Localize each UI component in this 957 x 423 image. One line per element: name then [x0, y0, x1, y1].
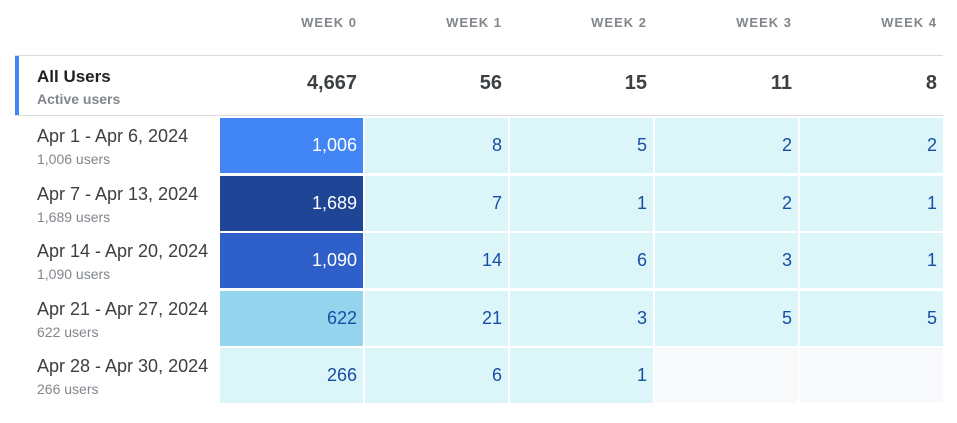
cohort-cell: 1,090	[220, 233, 363, 288]
totals-value-week-4: 8	[925, 72, 937, 94]
totals-accent-bar	[15, 56, 19, 115]
totals-divider	[15, 115, 943, 116]
cohort-cell: 2	[655, 176, 798, 231]
cohort-user-count: 1,090 users	[37, 266, 111, 282]
cohort-cell: 1	[510, 176, 653, 231]
cohort-label: Apr 7 - Apr 13, 2024	[37, 184, 199, 204]
totals-subtitle: Active users	[37, 91, 121, 107]
cohort-cell: 266	[220, 348, 363, 403]
cohort-user-count: 266 users	[37, 381, 99, 397]
cohort-cell: 5	[800, 291, 943, 346]
column-header-week-0: WEEK 0	[301, 15, 357, 30]
cohort-cell: 3	[655, 233, 798, 288]
cohort-label: Apr 28 - Apr 30, 2024	[37, 356, 209, 376]
cohort-user-count: 1,689 users	[37, 209, 111, 225]
cohort-user-count: 622 users	[37, 324, 99, 340]
cohort-cell: 6	[510, 233, 653, 288]
totals-title: All Users	[37, 67, 111, 86]
cohort-cell: 1,006	[220, 118, 363, 173]
cohort-cell	[655, 348, 798, 403]
cohort-cell: 1	[800, 176, 943, 231]
cohort-cell: 7	[365, 176, 508, 231]
cohort-cell: 2	[655, 118, 798, 173]
column-header-week-1: WEEK 1	[446, 15, 502, 30]
cohort-label: Apr 1 - Apr 6, 2024	[37, 126, 189, 146]
cohort-cell: 622	[220, 291, 363, 346]
cohort-cell: 2	[800, 118, 943, 173]
cohort-cell: 5	[510, 118, 653, 173]
totals-value-week-3: 11	[770, 72, 792, 94]
cohort-cell: 6	[365, 348, 508, 403]
totals-value-week-0: 4,667	[306, 72, 357, 94]
cohort-cell: 21	[365, 291, 508, 346]
header-divider	[15, 55, 943, 56]
cohort-cell: 1,689	[220, 176, 363, 231]
cohort-cell: 1	[510, 348, 653, 403]
cohort-cell	[800, 348, 943, 403]
cohort-cell: 14	[365, 233, 508, 288]
cohort-cell: 3	[510, 291, 653, 346]
column-header-week-2: WEEK 2	[591, 15, 647, 30]
cohort-cell: 5	[655, 291, 798, 346]
column-header-week-3: WEEK 3	[736, 15, 792, 30]
cohort-cell: 8	[365, 118, 508, 173]
cohort-cell: 1	[800, 233, 943, 288]
totals-value-week-2: 15	[624, 72, 647, 94]
cohort-user-count: 1,006 users	[37, 151, 111, 167]
totals-value-week-1: 56	[479, 72, 502, 94]
cohort-label: Apr 21 - Apr 27, 2024	[37, 299, 209, 319]
column-header-week-4: WEEK 4	[881, 15, 937, 30]
cohort-label: Apr 14 - Apr 20, 2024	[37, 241, 209, 261]
